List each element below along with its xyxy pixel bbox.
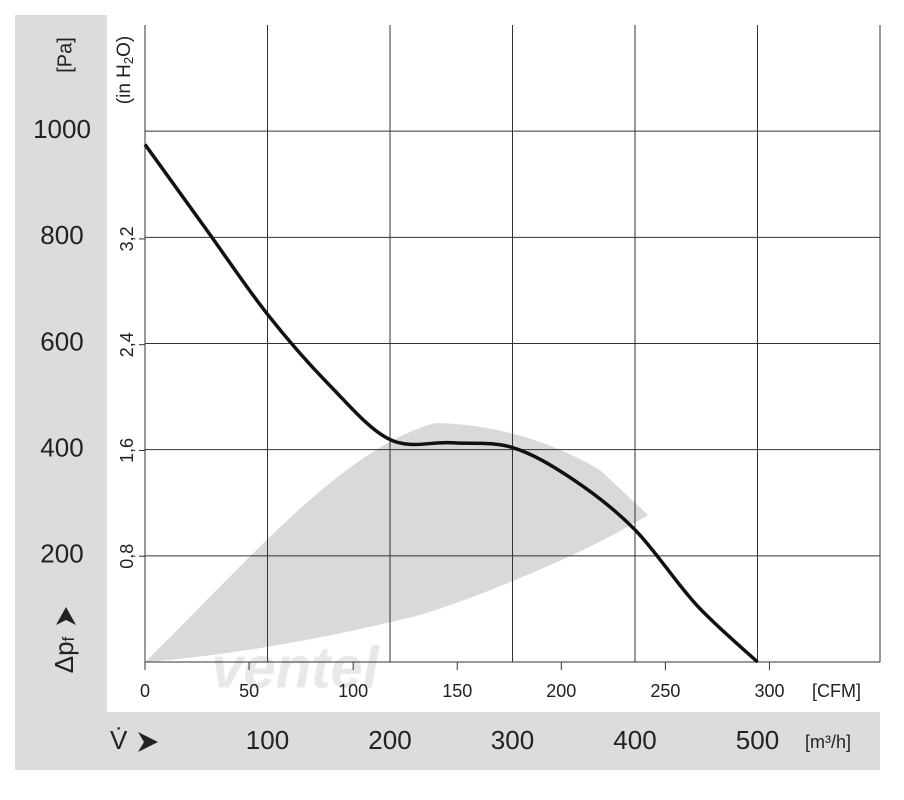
arrow xyxy=(138,732,158,752)
y-symbol-sub: f xyxy=(59,636,78,641)
y2-label-sub: 2 xyxy=(121,57,136,64)
watermark: ventel xyxy=(211,635,381,700)
x-tick-label: 400 xyxy=(613,725,656,755)
x-tick-label: 200 xyxy=(368,725,411,755)
y2-tick-label: 3,2 xyxy=(117,226,137,251)
y2-label-part: (in H xyxy=(114,64,135,104)
bottom-band xyxy=(107,712,880,770)
x-tick-label: 300 xyxy=(491,725,534,755)
x2-tick-label: 300 xyxy=(754,681,784,701)
x2-tick-label: 250 xyxy=(650,681,680,701)
y-tick-label: 800 xyxy=(40,220,83,250)
y2-tick-label: 2,4 xyxy=(117,332,137,357)
y-tick-label: 1000 xyxy=(33,114,91,144)
y2-tick-label: 1,6 xyxy=(117,438,137,463)
x2-tick-label: 100 xyxy=(338,681,368,701)
x-tick-label: 100 xyxy=(246,725,289,755)
arrow xyxy=(56,607,76,625)
x2-tick-label: 50 xyxy=(239,681,259,701)
curve xyxy=(143,143,759,664)
x-label: [m³/h] xyxy=(805,732,851,752)
x-tick-label: 500 xyxy=(736,725,779,755)
y2-label: (in H2O) xyxy=(114,36,136,104)
y-symbol-main: Δp xyxy=(49,641,79,673)
x2-tick-label: 0 xyxy=(140,681,150,701)
y-symbol-group: Δpf xyxy=(49,607,79,673)
y-symbol: Δpf xyxy=(49,636,79,673)
y-label: [Pa] xyxy=(54,37,76,73)
x2-label: [CFM] xyxy=(812,681,861,701)
y-tick-label: 600 xyxy=(40,326,83,356)
y2-label-part: O) xyxy=(114,36,135,57)
y-tick-label: 200 xyxy=(40,539,83,569)
y2-tick-label: 0,8 xyxy=(117,544,137,569)
y-tick-label: 400 xyxy=(40,433,83,463)
x2-tick-label: 200 xyxy=(546,681,576,701)
left-band xyxy=(15,15,107,770)
operating-area xyxy=(145,423,648,662)
x2-tick-label: 150 xyxy=(442,681,472,701)
x-symbol: V̇ xyxy=(110,725,128,755)
